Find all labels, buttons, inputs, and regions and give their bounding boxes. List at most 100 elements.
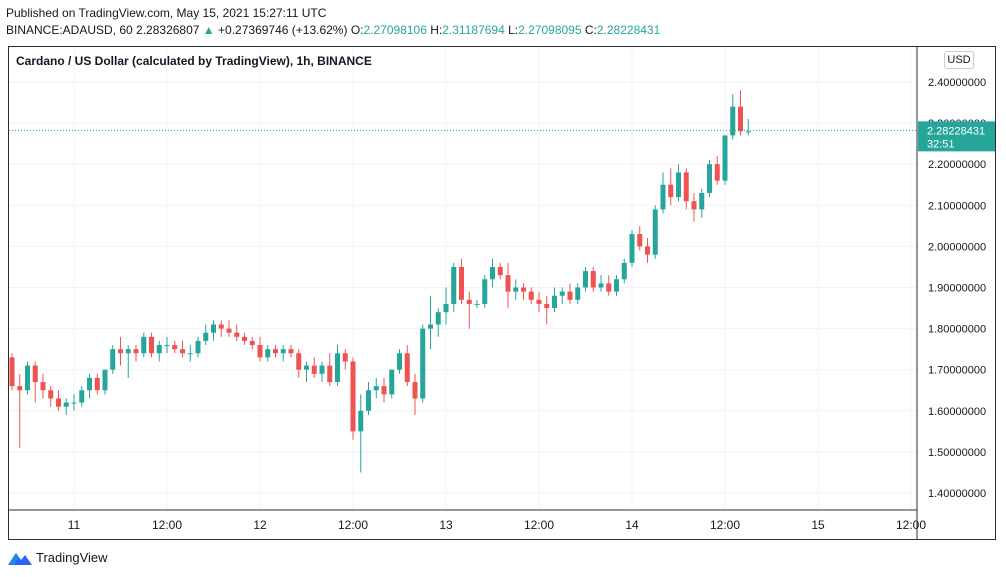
x-tick-label: 12:00 xyxy=(338,518,368,532)
candle-body xyxy=(621,262,627,280)
candle-body xyxy=(497,266,503,276)
candle-body xyxy=(187,353,193,355)
candle-body xyxy=(482,279,488,304)
footer-brand[interactable]: TradingView xyxy=(36,550,108,565)
candle-body xyxy=(505,275,511,292)
candle-body xyxy=(652,209,658,255)
symbol-ohlc-line: BINANCE:ADAUSD, 60 2.28326807 ▲ +0.27369… xyxy=(6,23,660,37)
candle-body xyxy=(412,382,418,399)
candle-body xyxy=(389,369,395,395)
y-tick-label: 1.80000000 xyxy=(928,324,986,336)
candle-body xyxy=(420,328,426,399)
candle-body xyxy=(9,357,15,387)
candle-body xyxy=(606,283,612,292)
y-tick-label: 1.40000000 xyxy=(928,488,986,500)
candle-body xyxy=(660,184,666,210)
candle-body xyxy=(125,349,131,354)
candle-body xyxy=(544,303,550,309)
candle-body xyxy=(102,369,108,391)
candle-body xyxy=(25,365,30,391)
candle-body xyxy=(63,402,69,407)
candle-body xyxy=(249,340,255,346)
tradingview-logo-icon xyxy=(8,552,32,565)
x-tick-label: 12:00 xyxy=(152,518,182,532)
candle-body xyxy=(366,390,371,411)
candle-body xyxy=(707,164,712,193)
candle-body xyxy=(490,266,495,280)
y-tick-label: 2.00000000 xyxy=(928,241,986,253)
x-tick-label: 15 xyxy=(811,518,825,532)
close-label: C: xyxy=(584,23,597,37)
candle-body xyxy=(257,345,263,358)
candle-body xyxy=(381,386,387,395)
candle-body xyxy=(203,332,209,341)
x-tick-label: 12:00 xyxy=(710,518,740,532)
currency-button[interactable]: USD xyxy=(944,51,974,69)
candle-body xyxy=(226,328,232,333)
y-tick-label: 1.90000000 xyxy=(928,283,986,295)
candle-body xyxy=(350,361,356,432)
candle-body xyxy=(296,353,302,370)
candle-body xyxy=(280,349,286,354)
price-change: +0.27369746 (+13.62%) xyxy=(218,23,348,37)
high-label: H: xyxy=(430,23,443,37)
candle-body xyxy=(180,349,185,354)
x-tick-label: 12:00 xyxy=(896,518,926,532)
candle-body xyxy=(699,192,705,210)
y-tick-label: 2.40000000 xyxy=(928,77,986,89)
candle-body xyxy=(17,386,23,391)
candle-body xyxy=(404,353,410,383)
candle-body xyxy=(319,365,325,374)
up-arrow-icon: ▲ xyxy=(202,23,215,37)
candle-body xyxy=(242,336,247,341)
candle-body xyxy=(79,390,85,403)
low-label: L: xyxy=(508,23,519,37)
candle-body xyxy=(722,135,728,181)
candle-body xyxy=(598,283,604,288)
open-value: 2.27098106 xyxy=(363,23,427,37)
candle-body xyxy=(745,131,751,133)
candle-body xyxy=(474,303,480,305)
high-value: 2.31187694 xyxy=(442,23,505,37)
last-price: 2.28326807 xyxy=(136,23,200,37)
candle-body xyxy=(288,349,294,354)
candle-body xyxy=(265,349,271,358)
candle-body xyxy=(536,299,542,304)
x-tick-label: 13 xyxy=(439,518,453,532)
candle-body xyxy=(738,106,743,132)
candle-body xyxy=(637,234,643,247)
x-tick-label: 12 xyxy=(253,518,267,532)
x-tick-label: 14 xyxy=(625,518,639,532)
candle-body xyxy=(528,291,534,300)
candle-body xyxy=(373,386,379,391)
candle-body xyxy=(56,398,61,407)
candle-body xyxy=(133,349,139,354)
candle-body xyxy=(71,402,77,404)
chart-title: Cardano / US Dollar (calculated by Tradi… xyxy=(16,54,372,68)
candle-body xyxy=(327,365,333,383)
candle-body xyxy=(683,172,689,202)
y-tick-label: 2.10000000 xyxy=(928,200,986,212)
chart-frame[interactable] xyxy=(8,46,996,540)
candle-body xyxy=(311,365,317,374)
x-tick-label: 12:00 xyxy=(524,518,554,532)
candle-body xyxy=(304,365,309,370)
candle-body xyxy=(164,345,170,347)
countdown-label: 32:51 xyxy=(927,138,955,150)
candle-body xyxy=(552,295,557,309)
candle-body xyxy=(335,353,340,383)
candle-body xyxy=(118,349,123,354)
symbol-label: BINANCE:ADAUSD, 60 xyxy=(6,23,133,37)
candle-body xyxy=(614,279,619,292)
candle-body xyxy=(513,287,519,292)
last-price-tag-value: 2.28228431 xyxy=(927,125,985,137)
candle-body xyxy=(149,336,154,354)
candle-body xyxy=(273,349,278,354)
candle-body xyxy=(676,172,681,198)
candle-body xyxy=(32,365,38,383)
candle-body xyxy=(110,349,116,370)
x-tick-label: 11 xyxy=(68,518,81,532)
candle-body xyxy=(156,345,162,354)
candle-body xyxy=(234,332,240,337)
